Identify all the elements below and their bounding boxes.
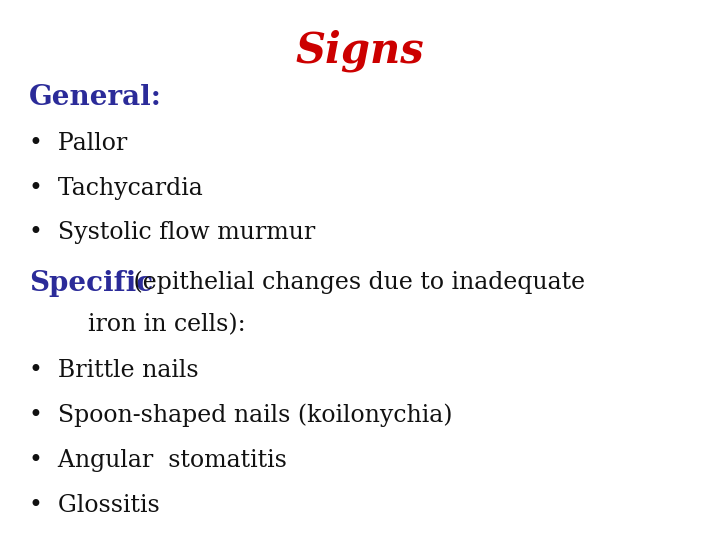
Text: •  Systolic flow murmur: • Systolic flow murmur	[29, 221, 315, 245]
Text: •  Glossitis: • Glossitis	[29, 494, 160, 517]
Text: General:: General:	[29, 84, 162, 111]
Text: •  Brittle nails: • Brittle nails	[29, 359, 199, 382]
Text: •  Spoon-shaped nails (koilonychia): • Spoon-shaped nails (koilonychia)	[29, 404, 452, 428]
Text: iron in cells):: iron in cells):	[58, 313, 246, 336]
Text: •  Pallor: • Pallor	[29, 132, 127, 156]
Text: •  Tachycardia: • Tachycardia	[29, 177, 202, 200]
Text: •  Angular  stomatitis: • Angular stomatitis	[29, 449, 287, 472]
Text: Signs: Signs	[296, 30, 424, 72]
Text: (epithelial changes due to inadequate: (epithelial changes due to inadequate	[126, 270, 585, 294]
Text: Specific: Specific	[29, 270, 153, 297]
